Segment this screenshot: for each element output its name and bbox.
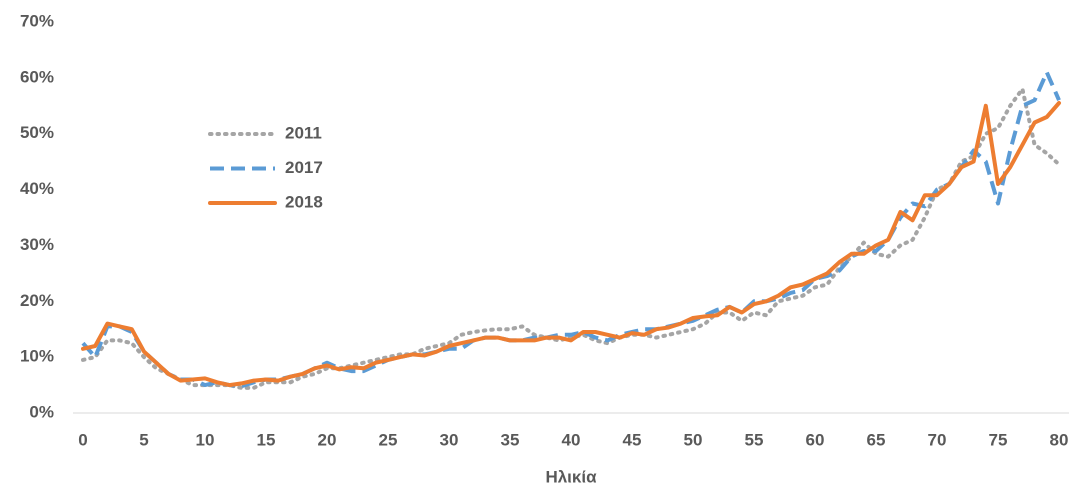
x-tick-label: 65 — [867, 430, 886, 449]
x-axis-title: Ηλικία — [545, 467, 597, 486]
x-tick-label: 70 — [928, 430, 947, 449]
y-tick-label: 20% — [20, 291, 54, 310]
x-tick-label: 40 — [562, 430, 581, 449]
x-tick-label: 45 — [623, 430, 642, 449]
y-tick-label: 0% — [29, 402, 54, 421]
x-tick-label: 5 — [139, 430, 148, 449]
x-tick-label: 25 — [379, 430, 398, 449]
x-tick-label: 35 — [501, 430, 520, 449]
x-tick-label: 50 — [684, 430, 703, 449]
x-tick-label: 55 — [745, 430, 764, 449]
y-tick-label: 10% — [20, 347, 54, 366]
legend-label: 2011 — [285, 123, 322, 142]
y-tick-label: 40% — [20, 179, 54, 198]
x-tick-label: 20 — [318, 430, 337, 449]
series-line — [81, 87, 1061, 390]
y-tick-label: 70% — [20, 11, 54, 30]
x-tick-label: 75 — [989, 430, 1008, 449]
x-tick-label: 60 — [806, 430, 825, 449]
legend-label: 2018 — [285, 192, 323, 211]
x-tick-label: 15 — [257, 430, 276, 449]
x-tick-label: 30 — [440, 430, 459, 449]
y-tick-label: 30% — [20, 235, 54, 254]
y-tick-label: 50% — [20, 123, 54, 142]
series-line — [81, 70, 1061, 389]
x-tick-label: 10 — [196, 430, 215, 449]
x-tick-label: 80 — [1050, 430, 1069, 449]
y-tick-label: 60% — [20, 67, 54, 86]
x-tick-label: 0 — [78, 430, 87, 449]
legend-label: 2017 — [285, 158, 323, 177]
series-line — [81, 101, 1061, 388]
